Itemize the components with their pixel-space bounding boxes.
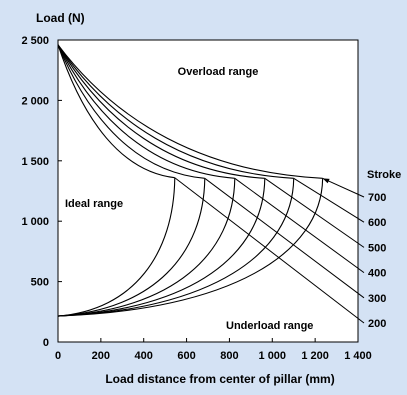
y-ticks: 0 500 1 000 1 500 2 000 2 500 [21,35,62,349]
underload-range-label: Underload range [226,320,313,332]
y-tick-label: 1 000 [21,216,49,228]
stroke-curve-upper-300 [57,44,205,179]
stroke-label-200: 200 [368,318,386,330]
x-tick-label: 1 200 [301,350,329,362]
stroke-label-700: 700 [368,192,386,204]
y-tick-label: 2 000 [21,95,49,107]
stroke-curve-lower-700 [57,178,324,317]
stroke-pointer-400 [234,177,365,274]
x-tick-label: 800 [220,350,238,362]
stroke-pointer-300 [204,177,365,299]
stroke-label-600: 600 [368,217,386,229]
stroke-curve-lower-500 [57,178,266,317]
x-tick-label: 1 000 [259,350,287,362]
stroke-label-400: 400 [368,268,386,280]
y-tick-label: 2 500 [21,35,49,47]
y-tick-label: 500 [31,277,49,289]
stroke-pointer-arrowhead [322,178,330,184]
stroke-curve-lower-300 [57,178,206,317]
x-ticks: 0 200 400 600 800 1 000 1 200 1 400 [55,338,372,362]
stroke-curve-upper-700 [57,44,323,179]
overload-range-label: Overload range [178,66,259,78]
stroke-pointer-500 [264,177,365,248]
x-axis-label: Load distance from center of pillar (mm) [105,372,334,386]
stroke-curves [57,44,324,317]
label-pointers [174,177,365,324]
y-axis-label: Load (N) [36,11,85,25]
stroke-curve-upper-600 [57,44,294,179]
stroke-label-300: 300 [368,293,386,305]
stroke-curve-upper-500 [57,44,265,179]
plot-area [57,39,359,343]
y-tick-label: 1 500 [21,156,49,168]
x-tick-label: 1 400 [344,350,372,362]
ideal-range-label: Ideal range [65,198,123,210]
stroke-legend-title: Stroke [367,169,401,181]
stroke-labels: 200 300 400 500 600 700 [368,192,386,330]
x-tick-label: 0 [55,350,61,362]
stroke-label-500: 500 [368,242,386,254]
stroke-curve-upper-400 [57,44,235,179]
stroke-curve-lower-600 [57,178,295,317]
stroke-curve-upper-200 [57,44,175,179]
x-tick-label: 200 [92,350,110,362]
stroke-pointer-600 [293,177,365,223]
x-tick-label: 400 [135,350,153,362]
stroke-pointer-700 [322,177,365,198]
x-tick-label: 600 [177,350,195,362]
y-tick-label: 0 [43,337,49,349]
stroke-curve-lower-200 [57,177,176,317]
stroke-pointer-200 [174,177,365,324]
stroke-curve-lower-400 [57,178,236,317]
